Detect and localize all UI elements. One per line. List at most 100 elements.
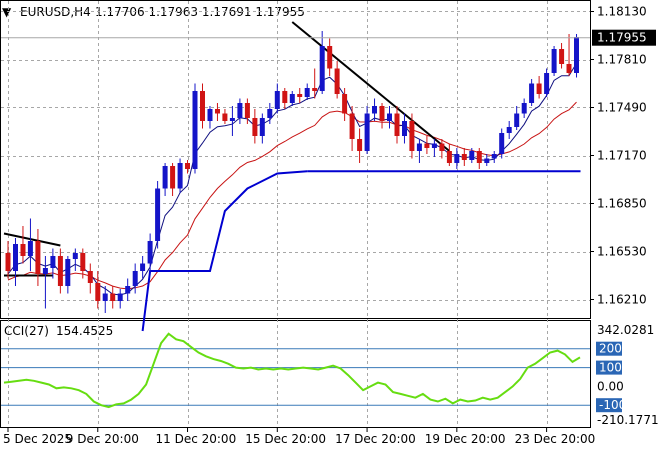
candle-body: [35, 241, 41, 274]
candle-body: [170, 166, 176, 189]
candle-body: [319, 46, 325, 91]
candle-body: [551, 49, 557, 73]
cci-panel-frame: [0, 320, 591, 428]
cci-tick-label: 342.0281: [597, 323, 654, 337]
candle-body: [529, 83, 535, 103]
candle-body: [364, 113, 370, 151]
cci-level-box: [596, 398, 622, 413]
candle-body: [506, 127, 512, 133]
price-panel-frame: [0, 0, 591, 319]
candle-body: [80, 253, 86, 271]
candle-body: [192, 91, 198, 169]
downtrend-line-left: [3, 232, 61, 247]
cci-layer: [1, 332, 590, 409]
price-tick-label: 1.16530: [597, 245, 647, 259]
candle-body: [454, 154, 460, 163]
candle-body: [342, 94, 348, 114]
cci-line: [3, 332, 581, 409]
candle-body: [110, 293, 116, 301]
candle-body: [379, 106, 385, 121]
candle-body: [566, 64, 572, 73]
candle-body: [387, 113, 392, 121]
candle-body: [394, 113, 400, 136]
time-tick-label: 19 Dec 20:00: [425, 432, 506, 446]
candle-body: [357, 139, 363, 151]
candle-body: [544, 73, 550, 94]
candle-body: [327, 46, 333, 69]
current-price-box: [592, 29, 656, 46]
cci-tick-label: -100: [599, 398, 626, 412]
candle-body: [469, 151, 475, 160]
cci-tick-label: 0.00: [597, 379, 624, 393]
candle-body: [229, 118, 235, 121]
candle-body: [65, 259, 71, 286]
axis-labels-layer: 1.18130 1.17810 1.17490 1.17170 1.16850 1.165…: [1, 5, 659, 446]
grid-layer: [1, 1, 590, 427]
candle-body: [252, 118, 258, 136]
candle-body: [42, 268, 48, 274]
candle-body: [521, 103, 527, 114]
candle-body: [20, 244, 26, 256]
price-tick-label: 1.17810: [597, 53, 647, 67]
candle-body: [13, 244, 18, 271]
candle-body: [574, 37, 579, 73]
candle-body: [439, 143, 445, 151]
candle-body: [57, 256, 63, 286]
candle-body: [244, 103, 250, 118]
candle-body: [200, 91, 205, 121]
candle-body: [491, 154, 497, 159]
candle-body: [87, 271, 93, 283]
candle-body: [416, 143, 422, 151]
time-tick-label: 15 Dec 20:00: [245, 432, 326, 446]
cci-indicator-value: 154.4525: [56, 324, 113, 338]
cci-tick-label: 200: [599, 342, 622, 356]
candle-body: [125, 286, 131, 294]
candle-body: [312, 88, 318, 91]
time-tick-label: 11 Dec 20:00: [156, 432, 237, 446]
candle-body: [207, 109, 213, 121]
current-price-label: 1.17955: [597, 31, 647, 45]
cci-level-box: [596, 341, 622, 356]
time-tick-label: 23 Dec 20:00: [515, 432, 596, 446]
candle-body: [117, 293, 123, 301]
candle-body: [461, 154, 467, 160]
candle-body: [140, 263, 146, 271]
cci-tick-label: -210.1771: [597, 413, 659, 427]
candle-body: [215, 109, 220, 114]
time-tick-label: 9 Dec 20:00: [66, 432, 139, 446]
candle-body: [409, 121, 415, 151]
candle-body: [484, 158, 490, 163]
moving-average-line: [7, 101, 577, 290]
price-tick-label: 1.18130: [597, 5, 647, 19]
candle-body: [476, 151, 482, 163]
candle-body: [155, 188, 161, 241]
candle-body: [95, 283, 101, 301]
candle-body: [50, 256, 56, 268]
candle-body: [102, 293, 108, 301]
candle-body: [274, 91, 280, 109]
downtrend-line-right: [291, 21, 450, 152]
cci-tick-label: 100: [599, 361, 622, 375]
candle-body: [349, 113, 355, 139]
candle-body: [162, 166, 168, 189]
candle-body: [446, 151, 452, 163]
candle-body: [334, 68, 340, 94]
candle-body: [185, 163, 190, 169]
candle-body: [72, 253, 78, 259]
candle-body: [289, 94, 295, 103]
candle-body: [222, 113, 228, 121]
candle-body: [514, 113, 520, 127]
candles-layer: [5, 31, 579, 313]
candle-body: [499, 133, 505, 154]
candle-body: [147, 241, 153, 264]
candle-body: [237, 103, 243, 118]
candle-body: [431, 143, 437, 148]
time-tick-label: 17 Dec 20:00: [335, 432, 416, 446]
price-tick-label: 1.16210: [597, 293, 647, 307]
cci-level-box: [596, 360, 622, 375]
cci-indicator-label: CCI(27): [4, 324, 49, 338]
candle-body: [132, 271, 138, 286]
candle-body: [27, 241, 33, 256]
candle-body: [5, 253, 11, 271]
